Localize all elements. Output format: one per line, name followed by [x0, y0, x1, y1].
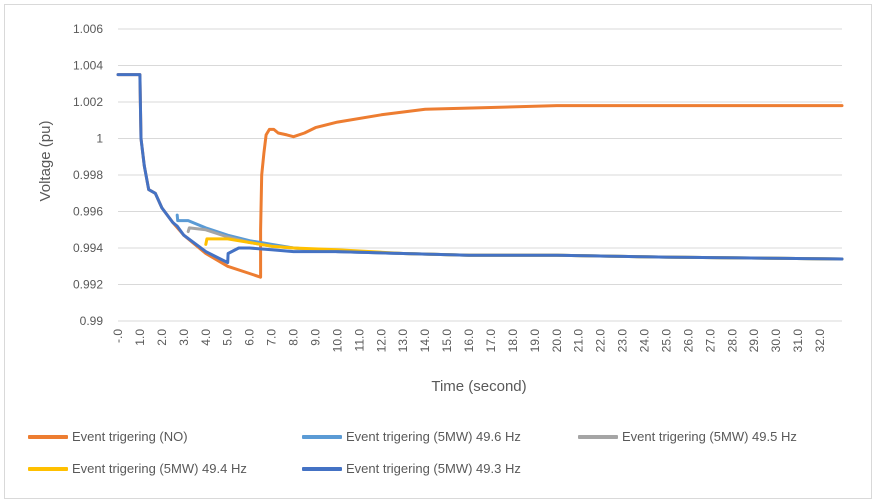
x-tick-label: 16.0 — [462, 329, 476, 353]
x-tick-label: 8.0 — [287, 329, 301, 346]
x-tick-label: 10.0 — [330, 329, 344, 353]
y-tick-labels: 1.006 1.004 1.002 1 0.998 0.996 0.994 0.992 0.99 — [73, 22, 103, 328]
x-tick-label: 13.0 — [396, 329, 410, 353]
x-tick-label: 31.0 — [791, 329, 805, 353]
x-tick-label: 3.0 — [177, 329, 191, 346]
series-line-4 — [116, 73, 844, 265]
series-line-0 — [116, 73, 844, 279]
x-tick-label: 14.0 — [418, 329, 432, 353]
x-tick-labels: -.0 1.0 2.0 3.0 4.0 5.0 6.0 7.0 8.0 9.0 10.0 11.0 12… — [111, 329, 827, 353]
y-tick-label: 1 — [96, 132, 103, 146]
y-tick-label: 0.996 — [73, 205, 103, 219]
x-tick-label: 1.0 — [133, 329, 147, 346]
x-tick-label: 32.0 — [813, 329, 827, 353]
y-tick-label: 1.006 — [73, 22, 103, 36]
x-tick-label: 17.0 — [484, 329, 498, 353]
y-tick-label: 0.992 — [73, 278, 103, 292]
series-lines — [116, 73, 844, 279]
x-tick-label: 5.0 — [221, 329, 235, 346]
x-tick-label: 22.0 — [594, 329, 608, 353]
y-axis-label: Voltage (pu) — [37, 121, 54, 202]
y-tick-label: 0.998 — [73, 168, 103, 182]
x-tick-label: 20.0 — [550, 329, 564, 353]
x-tick-label: 19.0 — [528, 329, 542, 353]
x-tick-label: 4.0 — [199, 329, 213, 346]
x-tick-label: 2.0 — [155, 329, 169, 346]
x-tick-label: 6.0 — [243, 329, 257, 346]
x-tick-label: 26.0 — [681, 329, 695, 353]
x-tick-label: 7.0 — [265, 329, 279, 346]
x-tick-label: 25.0 — [659, 329, 673, 353]
x-tick-label: 18.0 — [506, 329, 520, 353]
x-tick-label: 29.0 — [747, 329, 761, 353]
x-tick-label: 24.0 — [638, 329, 652, 353]
x-tick-label: 30.0 — [769, 329, 783, 353]
x-tick-label: 12.0 — [374, 329, 388, 353]
chart-frame — [4, 4, 872, 499]
x-tick-label: 21.0 — [572, 329, 586, 353]
y-tick-label: 1.002 — [73, 95, 103, 109]
x-tick-label: 15.0 — [440, 329, 454, 353]
series-line-1 — [175, 213, 844, 261]
y-tick-label: 1.004 — [73, 59, 103, 73]
x-tick-label: 27.0 — [703, 329, 717, 353]
x-axis-label: Time (second) — [431, 378, 526, 395]
x-tick-label: 28.0 — [725, 329, 739, 353]
gridlines — [118, 28, 842, 322]
x-tick-label: 9.0 — [308, 329, 322, 346]
x-tick-label: -.0 — [111, 329, 125, 343]
x-tick-label: 23.0 — [616, 329, 630, 353]
y-tick-label: 0.99 — [80, 314, 104, 328]
y-tick-label: 0.994 — [73, 241, 103, 255]
x-tick-label: 11.0 — [352, 329, 366, 352]
